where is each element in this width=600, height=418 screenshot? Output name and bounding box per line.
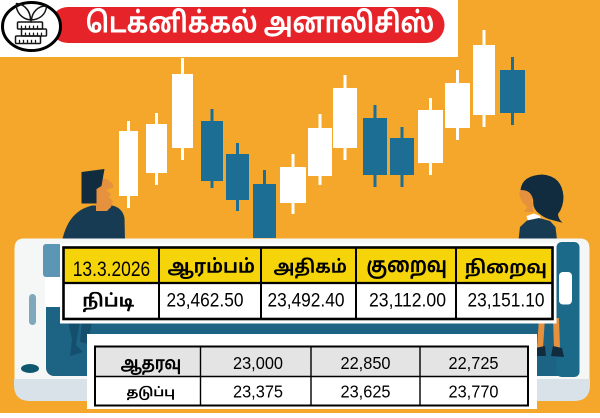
svg-text:22,725: 22,725 (449, 353, 499, 373)
svg-text:22,850: 22,850 (341, 353, 391, 373)
svg-text:23,112.00: 23,112.00 (369, 290, 446, 312)
svg-text:23,625: 23,625 (341, 382, 391, 402)
svg-text:23,770: 23,770 (449, 382, 499, 402)
svg-text:23,000: 23,000 (233, 353, 283, 373)
svg-text:13.3.2026: 13.3.2026 (73, 258, 151, 281)
svg-text:23,151.10: 23,151.10 (468, 290, 545, 312)
svg-text:23,492.40: 23,492.40 (268, 290, 345, 312)
svg-text:23,375: 23,375 (233, 382, 283, 402)
svg-text:23,462.50: 23,462.50 (167, 290, 244, 312)
